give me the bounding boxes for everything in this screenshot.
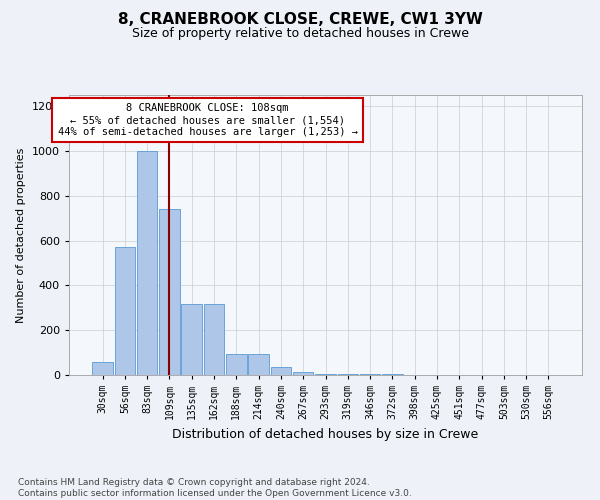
- X-axis label: Distribution of detached houses by size in Crewe: Distribution of detached houses by size …: [172, 428, 479, 440]
- Bar: [226, 354, 247, 375]
- Bar: [271, 367, 291, 375]
- Bar: [338, 374, 358, 375]
- Bar: [181, 304, 202, 375]
- Text: 8 CRANEBROOK CLOSE: 108sqm
← 55% of detached houses are smaller (1,554)
44% of s: 8 CRANEBROOK CLOSE: 108sqm ← 55% of deta…: [58, 104, 358, 136]
- Bar: [115, 248, 135, 375]
- Text: Size of property relative to detached houses in Crewe: Size of property relative to detached ho…: [131, 28, 469, 40]
- Bar: [159, 209, 180, 375]
- Text: 8, CRANEBROOK CLOSE, CREWE, CW1 3YW: 8, CRANEBROOK CLOSE, CREWE, CW1 3YW: [118, 12, 482, 28]
- Y-axis label: Number of detached properties: Number of detached properties: [16, 148, 26, 322]
- Bar: [382, 374, 403, 375]
- Bar: [92, 362, 113, 375]
- Bar: [137, 151, 157, 375]
- Bar: [248, 354, 269, 375]
- Bar: [315, 374, 336, 375]
- Text: Contains HM Land Registry data © Crown copyright and database right 2024.
Contai: Contains HM Land Registry data © Crown c…: [18, 478, 412, 498]
- Bar: [204, 304, 224, 375]
- Bar: [293, 372, 313, 375]
- Bar: [360, 374, 380, 375]
